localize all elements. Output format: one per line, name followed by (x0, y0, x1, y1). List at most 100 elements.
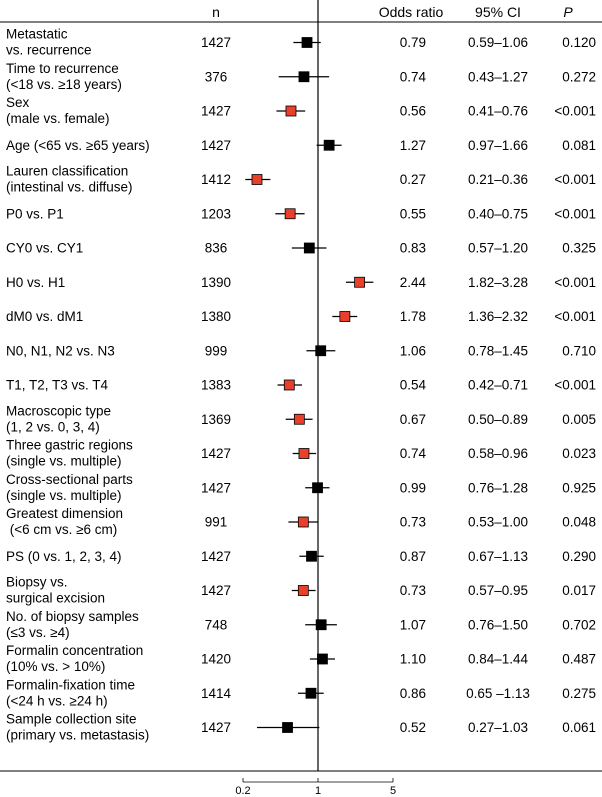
row-odds-ratio: 0.74 (400, 446, 427, 461)
header-p-value: P (563, 4, 573, 20)
row-label-line1: Metastatic (6, 27, 68, 42)
row-ci: 0.42–0.71 (468, 378, 528, 393)
row-ci: 0.78–1.45 (468, 343, 528, 358)
row-label-line2: (<24 h vs. ≥24 h) (6, 693, 108, 708)
forest-row: Age (<65 vs. ≥65 years) 1427 1.27 0.97–1.66… (6, 138, 596, 153)
row-odds-ratio: 0.27 (400, 172, 426, 187)
row-ci: 0.41–0.76 (468, 104, 528, 119)
row-ci: 0.27–1.03 (468, 720, 528, 735)
row-ci: 0.21–0.36 (468, 172, 528, 187)
header-n: n (212, 4, 220, 20)
forest-row: Sample collection site(primary vs. metas… (6, 712, 596, 743)
or-point-marker (312, 482, 323, 494)
row-label-line1: Biopsy vs. (6, 575, 68, 590)
forest-row: Time to recurrence(<18 vs. ≥18 years) 376… (6, 61, 596, 92)
row-odds-ratio: 0.99 (400, 480, 426, 495)
forest-row: CY0 vs. CY1 836 0.83 0.57–1.20 0.325 (6, 241, 596, 256)
forest-row: No. of biopsy samples(≤3 vs. ≥4) 748 1.07 0… (6, 609, 596, 640)
row-odds-ratio: 0.55 (400, 206, 426, 221)
row-n: 1203 (201, 206, 231, 221)
forest-row: T1, T2, T3 vs. T4 1383 0.54 0.42–0.71 <0.001 (6, 378, 596, 393)
forest-row: Cross-sectional parts(single vs. multipl… (6, 472, 596, 503)
row-label-line1: Formalin-fixation time (6, 677, 135, 692)
row-odds-ratio: 0.87 (400, 549, 426, 564)
row-label-line2: (≤3 vs. ≥4) (6, 625, 70, 640)
or-point-marker (323, 139, 335, 151)
or-point-marker (282, 722, 293, 733)
forest-row: N0, N1, N2 vs. N3 999 1.06 0.78–1.45 0.710 (6, 343, 596, 358)
row-n: 1369 (201, 412, 231, 427)
or-point-marker (283, 379, 295, 391)
row-label-line1: Three gastric regions (6, 438, 133, 453)
row-p-value: <0.001 (554, 172, 596, 187)
row-n: 1427 (201, 138, 231, 153)
row-n: 1383 (201, 378, 231, 393)
or-point-marker (293, 413, 305, 425)
row-label-line1: Macroscopic type (6, 403, 111, 418)
header-95-ci: 95% CI (475, 4, 521, 20)
row-ci: 0.58–0.96 (468, 446, 528, 461)
row-ci: 0.59–1.06 (468, 35, 528, 50)
row-n: 836 (205, 241, 228, 256)
row-n: 1427 (201, 583, 231, 598)
row-p-value: 0.702 (562, 617, 596, 632)
row-ci: 0.67–1.13 (468, 549, 528, 564)
row-n: 1412 (201, 172, 231, 187)
forest-row: dM0 vs. dM1 1380 1.78 1.36–2.32 <0.001 (6, 309, 596, 324)
row-n: 1414 (201, 686, 232, 701)
row-n: 1427 (201, 549, 231, 564)
row-odds-ratio: 1.27 (400, 138, 426, 153)
row-n: 1427 (201, 104, 231, 119)
row-n: 1420 (201, 652, 231, 667)
row-label-line1: Sample collection site (6, 712, 137, 727)
row-ci: 0.76–1.28 (468, 480, 528, 495)
row-p-value: 0.017 (562, 583, 596, 598)
row-label-line2: (1, 2 vs. 0, 3, 4) (6, 419, 100, 434)
row-label: T1, T2, T3 vs. T4 (6, 378, 109, 393)
row-label-line1: Greatest dimension (6, 506, 123, 521)
row-ci: 0.57–0.95 (468, 583, 528, 598)
forest-row: Greatest dimension (<6 cm vs. ≥6 cm) 991 0… (6, 506, 596, 537)
forest-row: Biopsy vs.surgical excision 1427 0.73 0.57–… (6, 575, 596, 606)
row-ci: 0.97–1.66 (468, 138, 528, 153)
row-odds-ratio: 1.10 (400, 652, 426, 667)
x-axis: 0.2 1 5 (235, 778, 396, 797)
row-label-line2: (single vs. multiple) (6, 488, 122, 503)
row-odds-ratio: 0.56 (400, 104, 426, 119)
row-label: P0 vs. P1 (6, 206, 64, 221)
x-tick-label: 5 (390, 785, 396, 797)
row-ci: 1.82–3.28 (468, 275, 528, 290)
row-label-line1: Sex (6, 95, 30, 110)
row-odds-ratio: 1.06 (400, 343, 426, 358)
row-odds-ratio: 1.07 (400, 617, 426, 632)
row-odds-ratio: 0.54 (400, 378, 427, 393)
or-point-marker (305, 687, 317, 699)
row-label: H0 vs. H1 (6, 275, 65, 290)
row-odds-ratio: 0.73 (400, 583, 426, 598)
row-ci: 0.65 –1.13 (466, 686, 530, 701)
row-p-value: 0.005 (562, 412, 596, 427)
row-odds-ratio: 0.83 (400, 241, 426, 256)
row-label-line1: Cross-sectional parts (6, 472, 133, 487)
row-ci: 0.53–1.00 (468, 515, 528, 530)
or-point-marker (284, 208, 296, 220)
row-p-value: 0.048 (562, 515, 596, 530)
row-ci: 0.84–1.44 (468, 652, 529, 667)
forest-row: Sex(male vs. female) 1427 0.56 0.41–0.76 <0.… (6, 95, 596, 126)
forest-row: Macroscopic type(1, 2 vs. 0, 3, 4) 1369 0.… (6, 403, 596, 434)
or-point-marker (297, 585, 309, 596)
row-p-value: 0.081 (562, 138, 596, 153)
row-p-value: <0.001 (554, 104, 596, 119)
row-label: Age (<65 vs. ≥65 years) (6, 138, 150, 153)
row-p-value: <0.001 (554, 206, 596, 221)
row-odds-ratio: 0.79 (400, 35, 426, 50)
row-ci: 1.36–2.32 (468, 309, 528, 324)
row-odds-ratio: 1.78 (400, 309, 426, 324)
row-ci: 0.40–0.75 (468, 206, 528, 221)
row-p-value: 0.325 (562, 241, 596, 256)
row-odds-ratio: 2.44 (400, 275, 427, 290)
or-point-marker (306, 550, 317, 562)
forest-row: Formalin-fixation time(<24 h vs. ≥24 h) 1… (6, 677, 596, 708)
row-odds-ratio: 0.67 (400, 412, 426, 427)
